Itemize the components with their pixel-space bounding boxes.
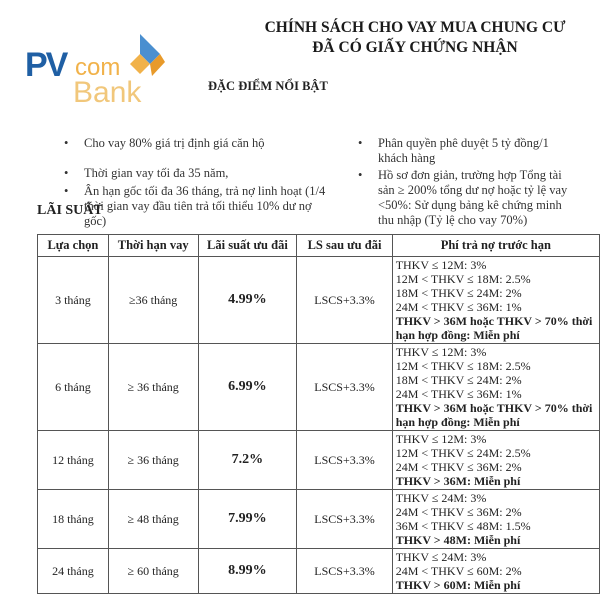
logo-diamond-icon: [130, 34, 165, 76]
table-row: 3 tháng ≥36 tháng 4.99% LSCS+3.3% THKV ≤…: [37, 256, 600, 344]
page-title: CHÍNH SÁCH CHO VAY MUA CHUNG CƯ ĐÃ CÓ GI…: [200, 18, 600, 58]
title-line: CHÍNH SÁCH CHO VAY MUA CHUNG CƯ: [264, 19, 566, 36]
fee-line: THKV ≤ 12M: 3%: [395, 258, 487, 272]
fee-line: 36M < THKV ≤ 48M: 1.5%: [395, 519, 531, 533]
left-bullets: Cho vay 80% giá trị định giá căn hộ Thời…: [64, 136, 334, 229]
term-cell: ≥36 tháng: [107, 256, 199, 344]
fee-free-line: THKV > 48M: Miễn phí: [395, 533, 521, 547]
option-cell: 24 tháng: [37, 548, 109, 594]
interest-rate-table: Lựa chọn Thời hạn vay Lãi suất ưu đãi LS…: [37, 234, 600, 594]
option-cell: 3 tháng: [37, 256, 109, 344]
fee-line: THKV ≤ 12M: 3%: [395, 345, 487, 359]
table-row: 6 tháng ≥ 36 tháng 6.99% LSCS+3.3% THKV …: [37, 343, 600, 431]
term-cell: ≥ 36 tháng: [107, 343, 199, 431]
fee-line: THKV ≤ 24M: 3%: [395, 550, 487, 564]
fee-cell: THKV ≤ 12M: 3% 12M < THKV ≤ 18M: 2.5% 18M …: [391, 343, 600, 431]
promo-rate-cell: 7.99%: [197, 489, 298, 549]
bullet-item: Hồ sơ đơn giản, trường hợp Tổng tài sản …: [358, 168, 568, 228]
fee-line: 18M < THKV ≤ 24M: 2%: [395, 286, 522, 300]
fee-cell: THKV ≤ 12M: 3% 12M < THKV ≤ 18M: 2.5% 18M …: [391, 256, 600, 344]
bullet-item: Phân quyền phê duyệt 5 tỷ đồng/1 khách h…: [358, 136, 568, 166]
fee-line: THKV ≤ 12M: 3%: [395, 432, 487, 446]
fee-line: 12M < THKV ≤ 18M: 2.5%: [395, 359, 531, 373]
col-header: Phí trả nợ trước hạn: [391, 234, 600, 257]
fee-line: 24M < THKV ≤ 36M: 1%: [395, 387, 522, 401]
fee-line: 12M < THKV ≤ 24M: 2.5%: [395, 446, 531, 460]
fee-line: 12M < THKV ≤ 18M: 2.5%: [395, 272, 531, 286]
after-rate-cell: LSCS+3.3%: [296, 256, 393, 344]
promo-rate-cell: 6.99%: [197, 343, 298, 431]
option-cell: 18 tháng: [37, 489, 109, 549]
option-cell: 12 tháng: [37, 430, 109, 490]
fee-line: 24M < THKV ≤ 36M: 2%: [395, 505, 522, 519]
after-rate-cell: LSCS+3.3%: [296, 548, 393, 594]
fee-line: 24M < THKV ≤ 36M: 1%: [395, 300, 522, 314]
fee-cell: THKV ≤ 12M: 3% 12M < THKV ≤ 24M: 2.5% 24M …: [391, 430, 600, 490]
col-header: LS sau ưu đãi: [296, 234, 393, 257]
table-row: 24 tháng ≥ 60 tháng 8.99% LSCS+3.3% THKV…: [37, 548, 600, 594]
term-cell: ≥ 60 tháng: [107, 548, 199, 594]
rate-heading: LÃI SUẤT: [37, 203, 103, 218]
fee-free-line: THKV > 60M: Miễn phí: [395, 578, 521, 592]
fee-line: 18M < THKV ≤ 24M: 2%: [395, 373, 522, 387]
after-rate-cell: LSCS+3.3%: [296, 430, 393, 490]
table-header: Lựa chọn Thời hạn vay Lãi suất ưu đãi LS…: [37, 234, 600, 257]
promo-rate-cell: 7.2%: [197, 430, 298, 490]
bullet-item: Ân hạn gốc tối đa 36 tháng, trả nợ linh …: [64, 184, 334, 229]
option-cell: 6 tháng: [37, 343, 109, 431]
fee-line: 24M < THKV ≤ 36M: 2%: [395, 460, 522, 474]
promo-rate-cell: 8.99%: [197, 548, 298, 594]
pvcombank-logo: PV com Bank: [25, 32, 165, 112]
fee-cell: THKV ≤ 24M: 3% 24M < THKV ≤ 60M: 2% THKV >…: [391, 548, 600, 594]
fee-free-line: THKV > 36M hoặc THKV > 70% thời hạn hợp …: [395, 401, 593, 429]
title-line: ĐÃ CÓ GIẤY CHỨNG NHẬN: [312, 39, 518, 56]
after-rate-cell: LSCS+3.3%: [296, 489, 393, 549]
right-bullets: Phân quyền phê duyệt 5 tỷ đồng/1 khách h…: [358, 136, 568, 228]
fee-line: 24M < THKV ≤ 60M: 2%: [395, 564, 522, 578]
bullet-item: Thời gian vay tối đa 35 năm,: [64, 166, 334, 181]
col-header: Thời hạn vay: [107, 234, 199, 257]
fee-free-line: THKV > 36M: Miễn phí: [395, 474, 521, 488]
fee-cell: THKV ≤ 24M: 3% 24M < THKV ≤ 36M: 2% 36M < …: [391, 489, 600, 549]
fee-line: THKV ≤ 24M: 3%: [395, 491, 487, 505]
col-header: Lựa chọn: [37, 234, 109, 257]
features-heading: ĐẶC ĐIỂM NỔI BẬT: [208, 79, 328, 93]
after-rate-cell: LSCS+3.3%: [296, 343, 393, 431]
col-header: Lãi suất ưu đãi: [197, 234, 298, 257]
promo-rate-cell: 4.99%: [197, 256, 298, 344]
table-row: 18 tháng ≥ 48 tháng 7.99% LSCS+3.3% THKV…: [37, 489, 600, 549]
term-cell: ≥ 48 tháng: [107, 489, 199, 549]
fee-free-line: THKV > 36M hoặc THKV > 70% thời hạn hợp …: [395, 314, 593, 342]
table-row: 12 tháng ≥ 36 tháng 7.2% LSCS+3.3% THKV …: [37, 430, 600, 490]
bullet-item: Cho vay 80% giá trị định giá căn hộ: [64, 136, 334, 151]
term-cell: ≥ 36 tháng: [107, 430, 199, 490]
